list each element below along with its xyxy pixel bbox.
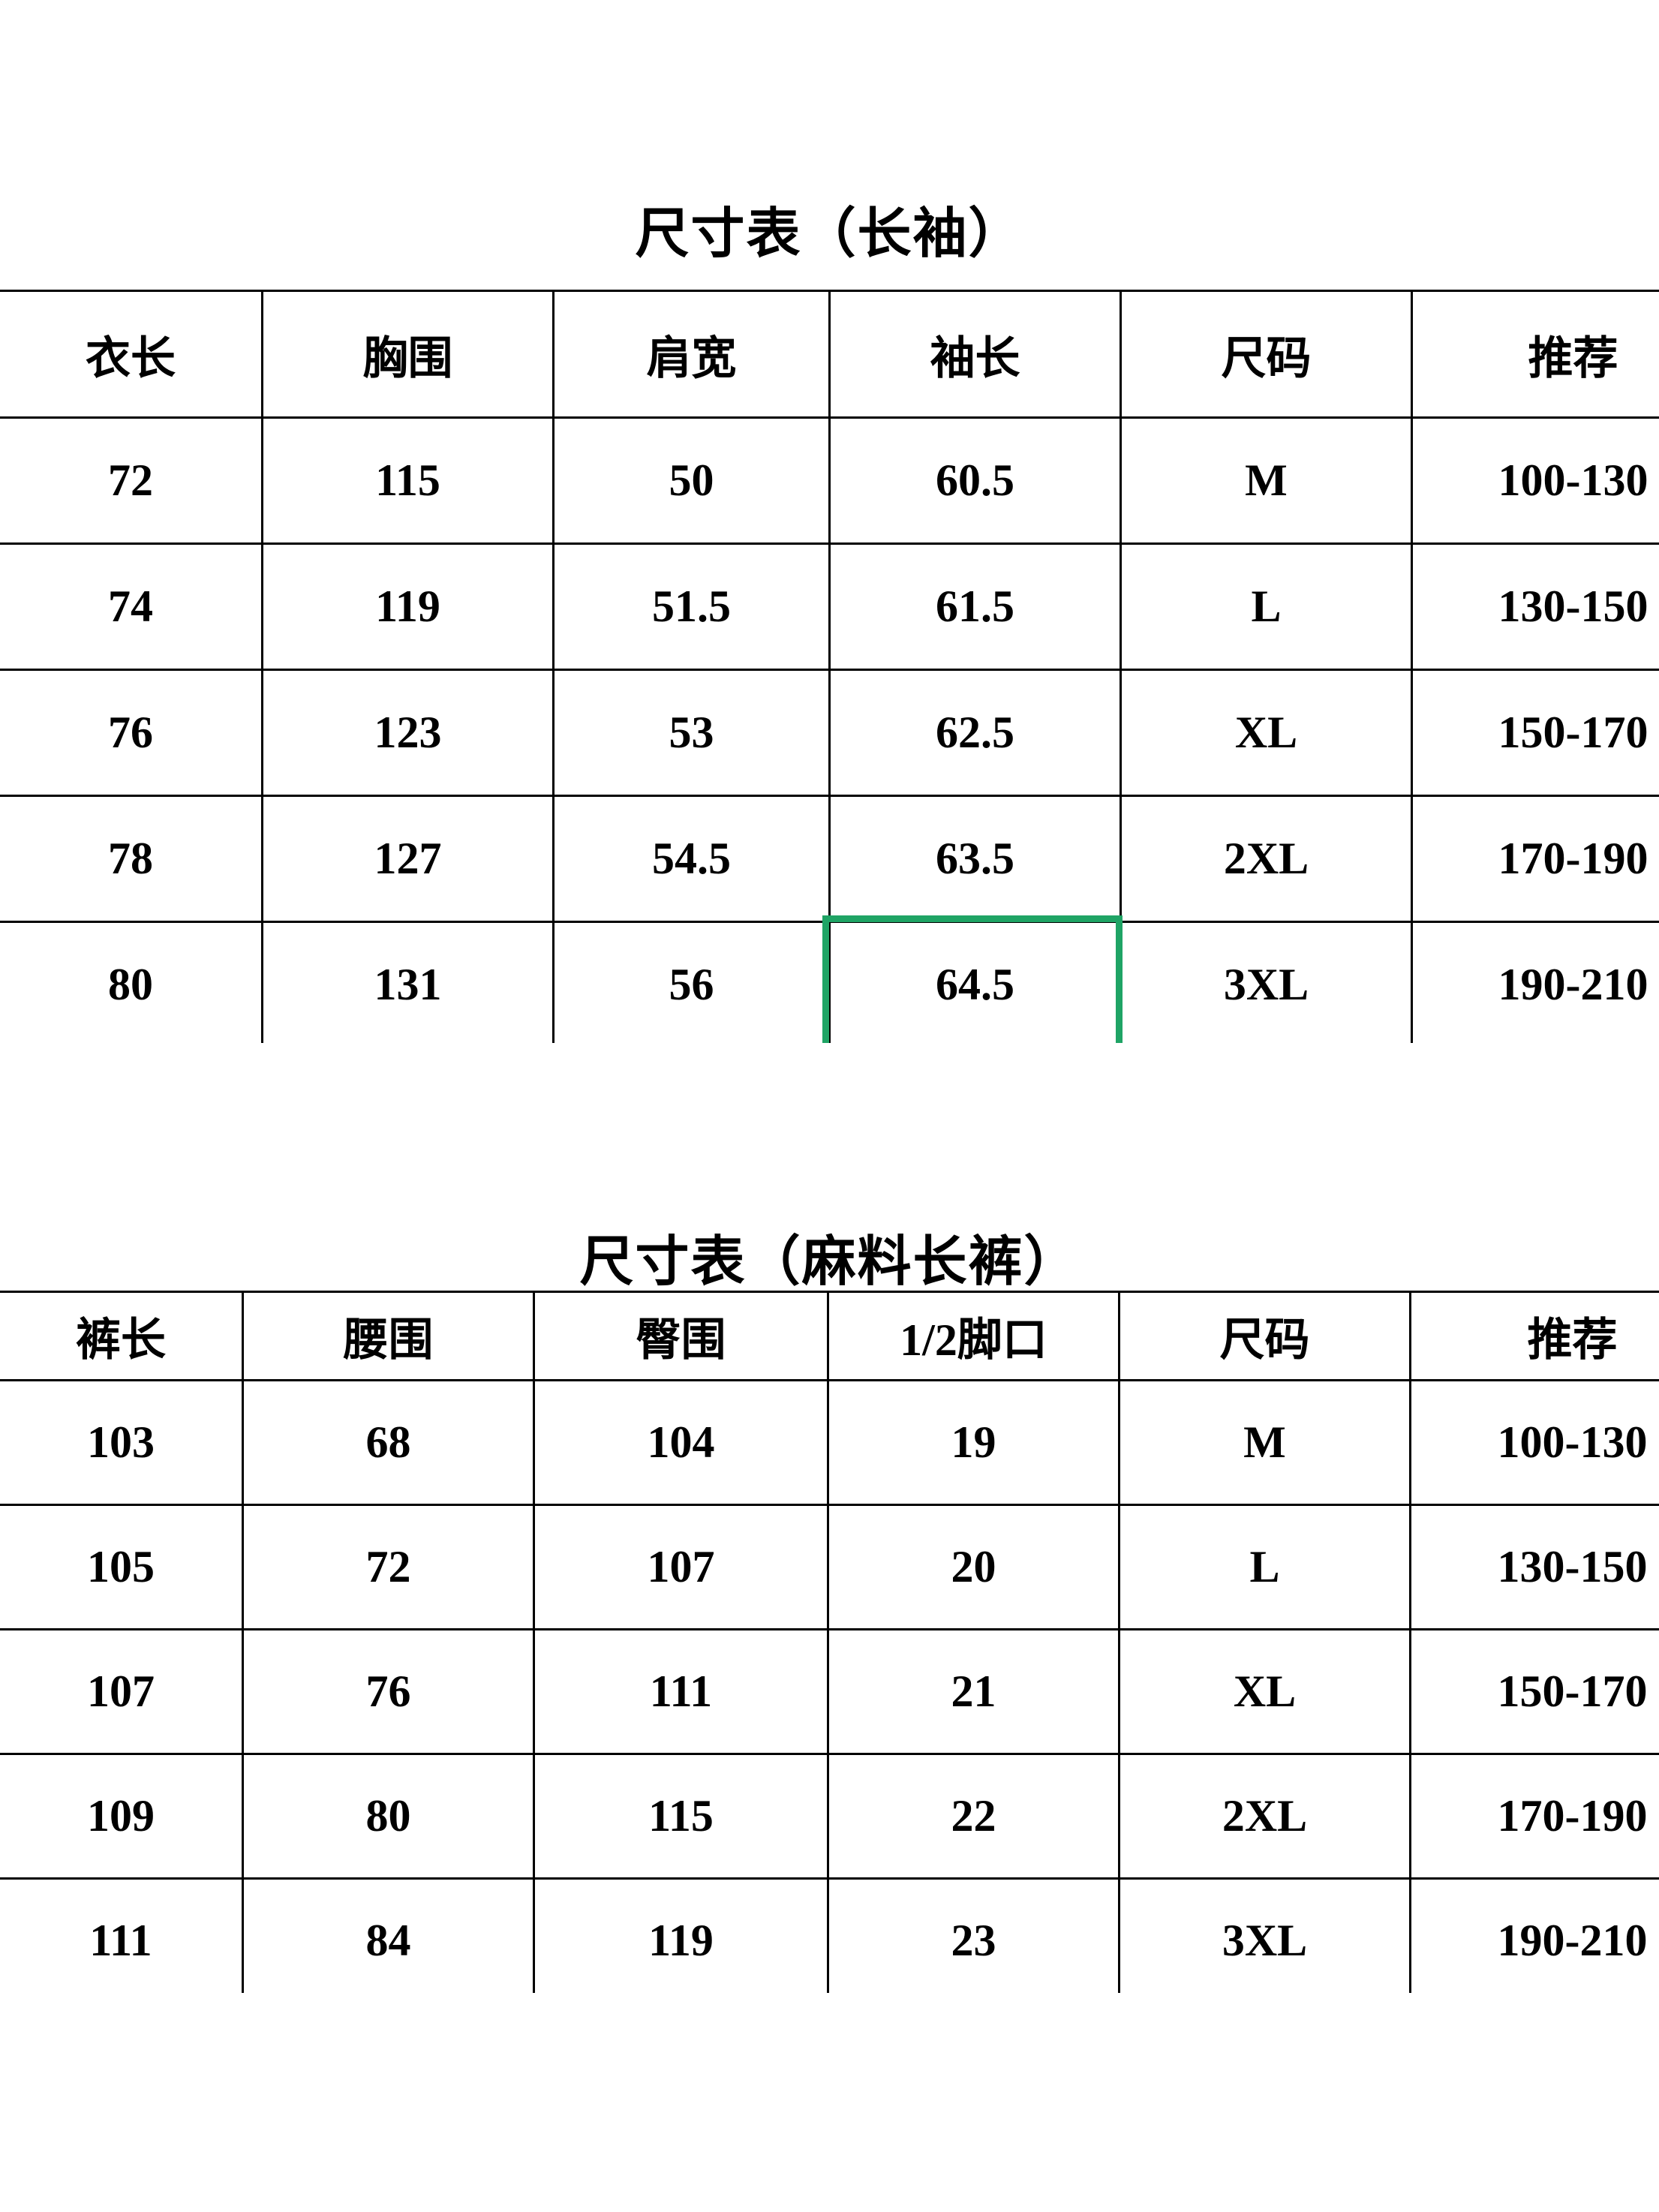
table-row: 74 119 51.5 61.5 L 130-150	[0, 542, 1659, 671]
cell[interactable]: M	[1120, 416, 1413, 545]
table-row: 103 68 104 19 M 100-130	[0, 1379, 1659, 1506]
cell-selected[interactable]: 64.5	[828, 921, 1122, 1043]
table-row: 111 84 119 23 3XL 190-210	[0, 1877, 1659, 1993]
cell[interactable]: L	[1118, 1504, 1411, 1630]
cell[interactable]: 131	[261, 921, 555, 1043]
cell[interactable]: 72	[242, 1504, 535, 1630]
header-cell[interactable]: 尺码	[1120, 290, 1413, 419]
size-table-long-sleeve-grid: 衣长 胸围 肩宽 袖长 尺码 推荐 72 115 50 60.5 M 100-130 74 119 51.…	[0, 290, 1659, 1043]
cell[interactable]: 60.5	[828, 416, 1122, 545]
header-cell[interactable]: 袖长	[828, 290, 1122, 419]
table-row: 107 76 111 21 XL 150-170	[0, 1628, 1659, 1755]
cell[interactable]: 19	[827, 1379, 1120, 1506]
cell[interactable]: 54.5	[552, 795, 831, 923]
header-cell[interactable]: 衣长	[0, 290, 263, 419]
cell[interactable]: 103	[0, 1379, 244, 1506]
table-row: 76 123 53 62.5 XL 150-170	[0, 669, 1659, 797]
header-cell[interactable]: 胸围	[261, 290, 555, 419]
cell[interactable]: 62.5	[828, 669, 1122, 797]
cell[interactable]: 61.5	[828, 542, 1122, 671]
table-head: 衣长 胸围 肩宽 袖长 尺码 推荐	[0, 290, 1659, 419]
cell[interactable]: 76	[242, 1628, 535, 1755]
header-cell[interactable]: 裤长	[0, 1291, 244, 1381]
size-table-long-sleeve: 衣长 胸围 肩宽 袖长 尺码 推荐 72 115 50 60.5 M 100-130 74 119 51.…	[0, 290, 1659, 1043]
cell[interactable]: 130-150	[1409, 1504, 1659, 1630]
cell[interactable]: 56	[552, 921, 831, 1043]
cell[interactable]: 130-150	[1411, 542, 1659, 671]
cell[interactable]: 53	[552, 669, 831, 797]
table-row: 72 115 50 60.5 M 100-130	[0, 416, 1659, 545]
cell[interactable]: 170-190	[1411, 795, 1659, 923]
cell[interactable]: 63.5	[828, 795, 1122, 923]
cell[interactable]: 150-170	[1411, 669, 1659, 797]
header-row: 衣长 胸围 肩宽 袖长 尺码 推荐	[0, 290, 1659, 419]
cell[interactable]: 50	[552, 416, 831, 545]
cell[interactable]: 119	[533, 1877, 829, 1993]
header-row: 裤长 腰围 臀围 1/2脚口 尺码 推荐	[0, 1291, 1659, 1381]
cell[interactable]: L	[1120, 542, 1413, 671]
cell[interactable]: 74	[0, 542, 263, 671]
cell[interactable]: 78	[0, 795, 263, 923]
table-row: 78 127 54.5 63.5 2XL 170-190	[0, 795, 1659, 923]
cell[interactable]: 190-210	[1411, 921, 1659, 1043]
cell[interactable]: 119	[261, 542, 555, 671]
cell[interactable]: 3XL	[1120, 921, 1413, 1043]
size-table-linen-pants: 裤长 腰围 臀围 1/2脚口 尺码 推荐 103 68 104 19 M 100-130 105 72 1…	[0, 1291, 1659, 1993]
table-row: 80 131 56 64.5 3XL 190-210	[0, 921, 1659, 1043]
cell[interactable]: 68	[242, 1379, 535, 1506]
header-cell[interactable]: 臀围	[533, 1291, 829, 1381]
header-cell[interactable]: 推荐	[1409, 1291, 1659, 1381]
cell[interactable]: 109	[0, 1753, 244, 1880]
header-cell[interactable]: 肩宽	[552, 290, 831, 419]
cell[interactable]: 170-190	[1409, 1753, 1659, 1880]
cell[interactable]: 20	[827, 1504, 1120, 1630]
size-chart-title-long-sleeve: 尺寸表（长袖）	[635, 204, 1024, 264]
cell[interactable]: 72	[0, 416, 263, 545]
cell[interactable]: 100-130	[1409, 1379, 1659, 1506]
cell[interactable]: 107	[0, 1628, 244, 1755]
cell[interactable]: 105	[0, 1504, 244, 1630]
cell[interactable]: 107	[533, 1504, 829, 1630]
cell[interactable]: 115	[533, 1753, 829, 1880]
cell[interactable]: 100-130	[1411, 416, 1659, 545]
cell[interactable]: XL	[1120, 669, 1413, 797]
table-body: 72 115 50 60.5 M 100-130 74 119 51.5 61.5 L 130-150…	[0, 416, 1659, 1043]
cell[interactable]: XL	[1118, 1628, 1411, 1755]
cell[interactable]: 150-170	[1409, 1628, 1659, 1755]
cell[interactable]: 51.5	[552, 542, 831, 671]
table-head: 裤长 腰围 臀围 1/2脚口 尺码 推荐	[0, 1291, 1659, 1381]
cell[interactable]: M	[1118, 1379, 1411, 1506]
cell[interactable]: 127	[261, 795, 555, 923]
cell[interactable]: 111	[533, 1628, 829, 1755]
cell[interactable]: 123	[261, 669, 555, 797]
cell[interactable]: 23	[827, 1877, 1120, 1993]
header-cell[interactable]: 腰围	[242, 1291, 535, 1381]
cell[interactable]: 2XL	[1120, 795, 1413, 923]
cell[interactable]: 3XL	[1118, 1877, 1411, 1993]
cell[interactable]: 80	[242, 1753, 535, 1880]
table-row: 109 80 115 22 2XL 170-190	[0, 1753, 1659, 1880]
header-cell[interactable]: 尺码	[1118, 1291, 1411, 1381]
table-body: 103 68 104 19 M 100-130 105 72 107 20 L 130-150 107 7…	[0, 1379, 1659, 1993]
cell[interactable]: 111	[0, 1877, 244, 1993]
cell[interactable]: 84	[242, 1877, 535, 1993]
cell[interactable]: 80	[0, 921, 263, 1043]
cell[interactable]: 190-210	[1409, 1877, 1659, 1993]
cell[interactable]: 22	[827, 1753, 1120, 1880]
table-row: 105 72 107 20 L 130-150	[0, 1504, 1659, 1630]
cell[interactable]: 2XL	[1118, 1753, 1411, 1880]
cell[interactable]: 76	[0, 669, 263, 797]
header-cell[interactable]: 推荐	[1411, 290, 1659, 419]
header-cell[interactable]: 1/2脚口	[827, 1291, 1120, 1381]
cell[interactable]: 104	[533, 1379, 829, 1506]
cell[interactable]: 21	[827, 1628, 1120, 1755]
size-table-linen-pants-grid: 裤长 腰围 臀围 1/2脚口 尺码 推荐 103 68 104 19 M 100-130 105 72 1…	[0, 1291, 1659, 1993]
cell[interactable]: 115	[261, 416, 555, 545]
size-chart-title-linen-pants: 尺寸表（麻料长裤）	[579, 1232, 1080, 1292]
